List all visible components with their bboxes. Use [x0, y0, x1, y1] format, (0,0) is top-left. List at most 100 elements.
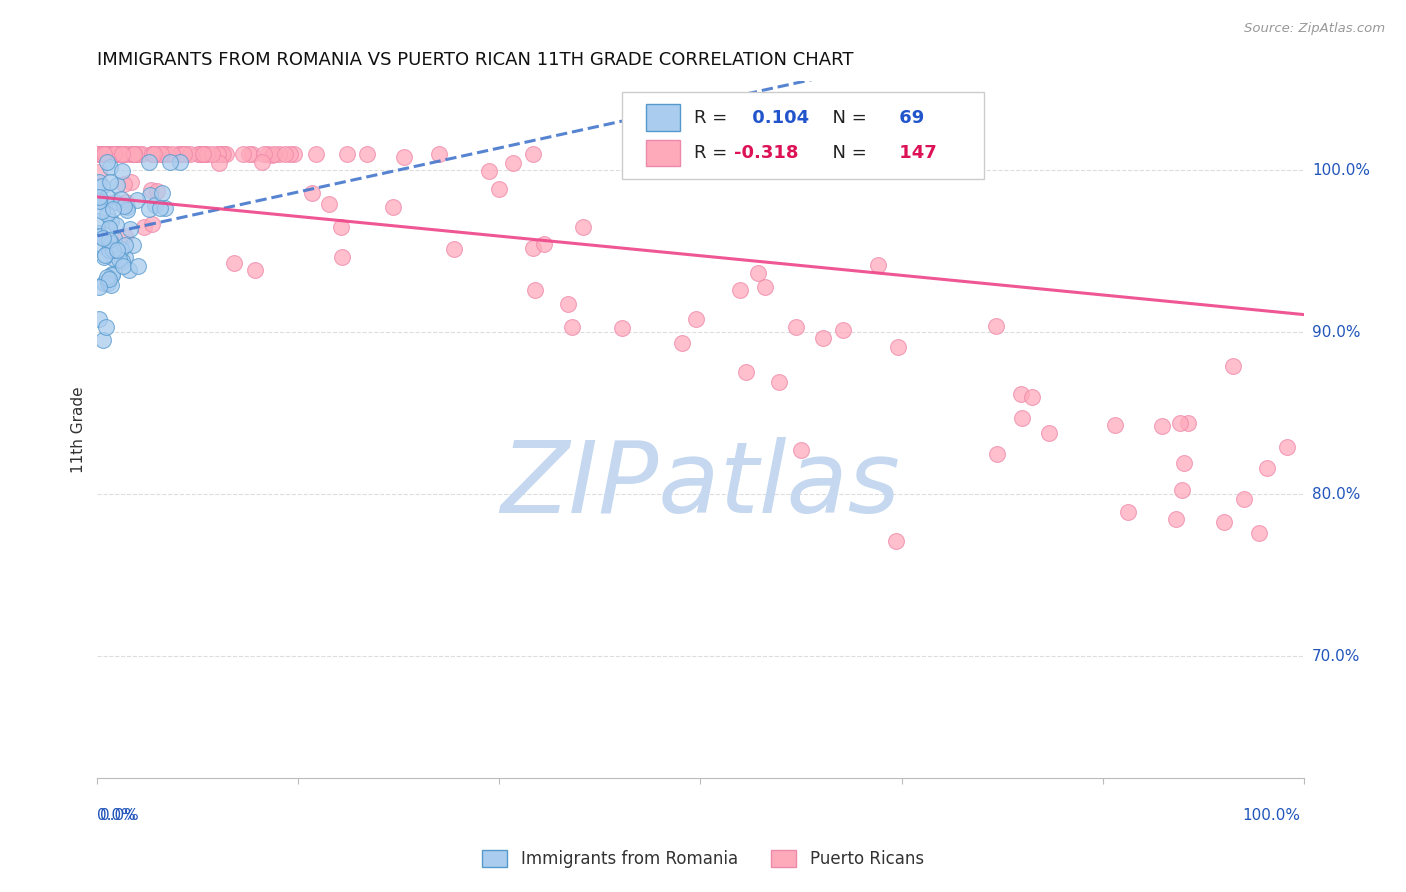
- Point: [141, 218, 163, 232]
- Text: 90.0%: 90.0%: [1312, 325, 1361, 340]
- Point: [207, 147, 229, 161]
- Point: [238, 147, 260, 161]
- Point: [100, 277, 122, 292]
- Point: [260, 148, 283, 162]
- Point: [671, 336, 693, 351]
- Point: [734, 365, 756, 379]
- Point: [1177, 417, 1199, 431]
- Point: [571, 219, 593, 234]
- Point: [89, 147, 111, 161]
- Point: [100, 213, 122, 227]
- Point: [90, 147, 112, 161]
- Point: [91, 178, 114, 193]
- Point: [193, 147, 215, 161]
- Point: [87, 312, 110, 326]
- Point: [87, 280, 110, 294]
- Point: [754, 280, 776, 294]
- Point: [557, 297, 579, 311]
- Point: [1171, 483, 1194, 498]
- Point: [443, 242, 465, 256]
- Point: [103, 202, 125, 216]
- Point: [193, 147, 215, 161]
- Point: [145, 198, 167, 212]
- Point: [107, 147, 129, 161]
- Point: [96, 207, 118, 221]
- Point: [127, 259, 149, 273]
- Point: [105, 147, 128, 161]
- Point: [148, 147, 170, 161]
- Point: [188, 147, 211, 161]
- Text: ZIPatlas: ZIPatlas: [501, 437, 900, 533]
- Point: [488, 182, 510, 196]
- Point: [610, 321, 633, 335]
- Point: [1011, 411, 1033, 425]
- Point: [122, 147, 145, 161]
- Point: [336, 147, 359, 161]
- Point: [159, 155, 181, 169]
- Point: [170, 147, 193, 161]
- Point: [93, 276, 115, 290]
- Point: [91, 231, 114, 245]
- Y-axis label: 11th Grade: 11th Grade: [72, 386, 86, 473]
- Point: [141, 147, 163, 161]
- Point: [240, 147, 263, 161]
- Point: [87, 147, 110, 161]
- Point: [195, 147, 218, 161]
- Point: [103, 251, 125, 265]
- Point: [114, 229, 136, 244]
- Point: [207, 147, 229, 161]
- Point: [884, 534, 907, 549]
- Point: [176, 147, 198, 161]
- Point: [98, 233, 121, 247]
- Text: 0.104: 0.104: [747, 109, 810, 127]
- Point: [105, 147, 128, 161]
- Point: [103, 243, 125, 257]
- Point: [120, 221, 142, 235]
- Point: [253, 147, 276, 161]
- Point: [103, 147, 125, 161]
- Point: [747, 267, 769, 281]
- Point: [89, 228, 111, 243]
- Point: [330, 219, 353, 234]
- Legend: Immigrants from Romania, Puerto Ricans: Immigrants from Romania, Puerto Ricans: [475, 843, 931, 875]
- Point: [100, 235, 122, 250]
- Text: 70.0%: 70.0%: [1312, 648, 1360, 664]
- Point: [232, 147, 254, 161]
- Point: [115, 202, 138, 217]
- Point: [628, 161, 651, 176]
- Point: [87, 214, 110, 228]
- Point: [984, 319, 1007, 334]
- Point: [118, 262, 141, 277]
- Point: [478, 163, 501, 178]
- Point: [105, 147, 128, 161]
- Point: [89, 194, 111, 208]
- Point: [152, 186, 174, 200]
- Point: [1152, 419, 1174, 434]
- Point: [141, 147, 163, 161]
- Point: [153, 147, 176, 161]
- Point: [502, 156, 524, 170]
- Point: [1233, 491, 1256, 506]
- Point: [146, 185, 169, 199]
- Point: [138, 202, 160, 217]
- Point: [112, 147, 135, 161]
- Point: [162, 147, 184, 161]
- Point: [87, 165, 110, 179]
- Point: [114, 250, 136, 264]
- Point: [1275, 440, 1298, 454]
- Point: [790, 443, 813, 458]
- Point: [96, 190, 118, 204]
- Point: [100, 175, 122, 189]
- Point: [212, 147, 235, 161]
- Point: [98, 147, 121, 161]
- Point: [108, 147, 131, 161]
- Point: [105, 178, 128, 193]
- Point: [685, 311, 707, 326]
- Point: [132, 220, 155, 235]
- Point: [274, 147, 297, 161]
- Text: 0.0%: 0.0%: [97, 808, 136, 823]
- Point: [118, 147, 141, 161]
- Point: [153, 201, 176, 215]
- Point: [427, 147, 450, 161]
- Point: [263, 147, 285, 161]
